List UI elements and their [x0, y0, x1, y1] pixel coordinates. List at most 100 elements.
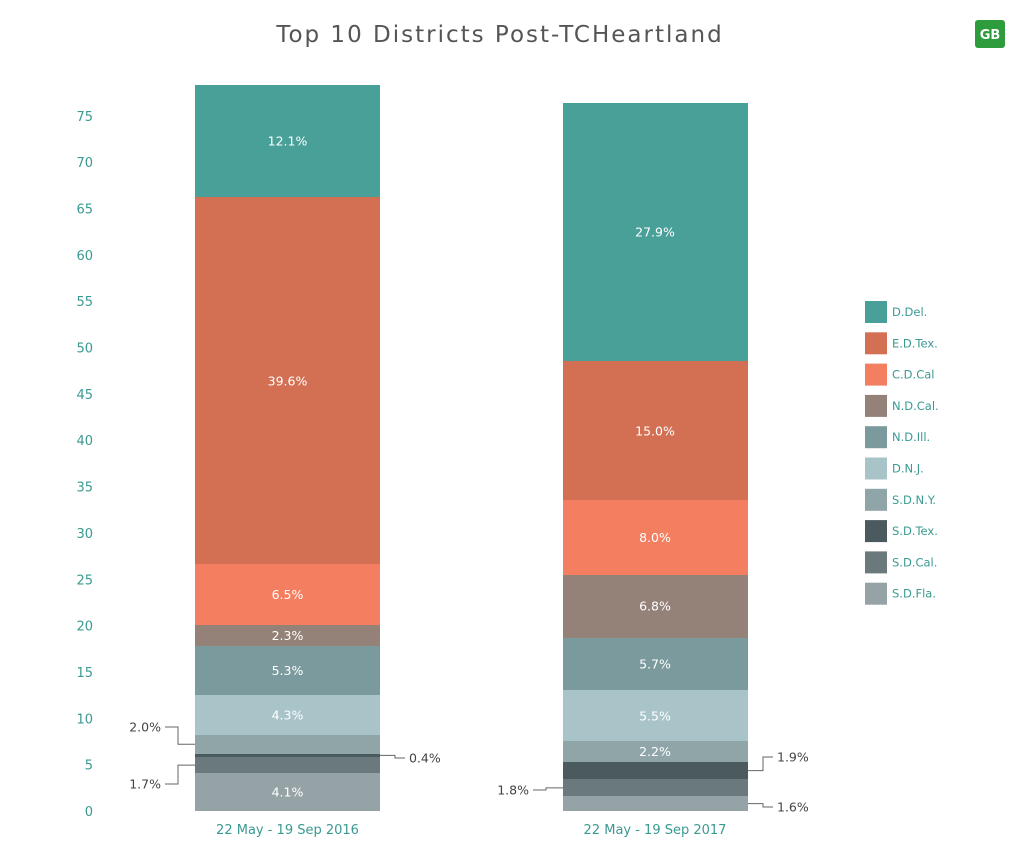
data-label-external: 1.6%: [777, 800, 809, 815]
x-tick-label: 22 May - 19 Sep 2016: [216, 823, 359, 838]
legend-item[interactable]: D.N.J.: [865, 457, 924, 480]
leader-line: [748, 756, 773, 772]
bar-segment: [195, 564, 380, 625]
legend-swatch: [865, 332, 887, 355]
y-tick-label: 65: [76, 202, 93, 217]
legend-label: D.Del.: [892, 305, 927, 319]
bar-segment: [195, 695, 380, 735]
bar-segment: [563, 779, 748, 796]
y-tick-label: 5: [85, 759, 93, 774]
leader-line: [380, 754, 405, 759]
gb-logo-icon: GB: [975, 20, 1005, 48]
data-label-external: 0.4%: [409, 751, 441, 766]
legend-label: E.D.Tex.: [892, 336, 938, 350]
y-tick-label: 15: [76, 666, 93, 681]
data-label: 5.7%: [639, 657, 671, 672]
data-label: 4.3%: [272, 708, 304, 723]
leader-line: [165, 764, 195, 785]
data-label-external: 1.9%: [777, 750, 809, 765]
legend-label: D.N.J.: [892, 462, 924, 476]
bar-segment: [563, 741, 748, 762]
data-label-external: 1.8%: [497, 783, 529, 798]
data-label: 27.9%: [635, 225, 675, 240]
bar-segment: [563, 575, 748, 638]
x-axis: 22 May - 19 Sep 2016 22 May - 19 Sep 2017: [216, 823, 726, 838]
y-tick-label: 55: [76, 295, 93, 310]
legend-label: N.D.Ill.: [892, 430, 930, 444]
y-tick-label: 45: [76, 388, 93, 403]
legend-label: C.D.Cal: [892, 368, 934, 382]
data-label: 12.1%: [268, 134, 308, 149]
legend-swatch: [865, 582, 887, 605]
legend-swatch: [865, 394, 887, 417]
legend-item[interactable]: S.D.Fla.: [865, 582, 936, 605]
data-label: 39.6%: [268, 373, 308, 388]
gb-logo-background: [975, 20, 1005, 48]
legend-label: S.D.N.Y.: [892, 493, 936, 507]
data-label: 6.8%: [639, 599, 671, 614]
data-label: 2.3%: [272, 628, 304, 643]
bar-segment: [195, 757, 380, 773]
leader-line: [533, 787, 563, 791]
data-label: 4.1%: [272, 784, 304, 799]
data-label: 5.5%: [639, 708, 671, 723]
legend-swatch: [865, 363, 887, 386]
data-label: 5.3%: [272, 663, 304, 678]
legend-item[interactable]: N.D.Cal.: [865, 394, 939, 417]
y-tick-label: 70: [76, 156, 93, 171]
data-label-external: 1.7%: [129, 777, 161, 792]
legend-item[interactable]: S.D.Tex.: [865, 520, 938, 543]
bar-segment: [195, 646, 380, 695]
data-label: 6.5%: [272, 587, 304, 602]
legend-item[interactable]: E.D.Tex.: [865, 332, 938, 355]
y-tick-label: 75: [76, 110, 93, 125]
data-label: 8.0%: [639, 530, 671, 545]
legend-item[interactable]: N.D.Ill.: [865, 426, 930, 449]
y-tick-label: 20: [76, 620, 93, 635]
y-tick-label: 30: [76, 527, 93, 542]
bar-segment: [195, 754, 380, 757]
gb-logo-text: GB: [980, 28, 1001, 43]
legend-swatch: [865, 488, 887, 511]
data-label: 15.0%: [635, 423, 675, 438]
legend: D.Del. E.D.Tex. C.D.Cal N.D.Cal. N.D.Ill. D.N…: [865, 301, 939, 605]
leader-line: [748, 803, 773, 808]
legend-swatch: [865, 520, 887, 543]
legend-item[interactable]: D.Del.: [865, 301, 927, 323]
legend-label: N.D.Cal.: [892, 399, 939, 413]
legend-swatch: [865, 551, 887, 574]
y-tick-label: 60: [76, 249, 93, 264]
bar-segment: [563, 796, 748, 811]
y-axis: 0 5 10 15 20 25 30 35 40 45 50 55 60 65 70 75: [76, 110, 93, 820]
legend-item[interactable]: S.D.Cal.: [865, 551, 937, 574]
bar-segment: [195, 197, 380, 564]
legend-label: S.D.Fla.: [892, 587, 936, 601]
legend-swatch: [865, 457, 887, 480]
bars: 4.1% 4.3% 5.3% 2.3% 6.5% 39.6% 12.1% 2.2% 5.5% 5.…: [129, 85, 809, 815]
legend-swatch: [865, 426, 887, 449]
bar-segment: [563, 762, 748, 779]
bar-segment: [563, 500, 748, 575]
legend-label: S.D.Cal.: [892, 555, 937, 569]
bar-segment: [563, 103, 748, 361]
x-tick-label: 22 May - 19 Sep 2017: [584, 823, 727, 838]
bar-segment: [195, 735, 380, 754]
bar-segment: [195, 625, 380, 646]
data-label-external: 2.0%: [129, 720, 161, 735]
bar-segment: [563, 690, 748, 741]
chart-title: Top 10 Districts Post-TCHeartland: [275, 22, 723, 48]
y-tick-label: 40: [76, 434, 93, 449]
y-tick-label: 35: [76, 481, 93, 496]
y-tick-label: 50: [76, 342, 93, 357]
bar-segment: [563, 361, 748, 500]
data-label: 2.2%: [639, 744, 671, 759]
bar-segment: [563, 638, 748, 690]
legend-label: S.D.Tex.: [892, 524, 938, 538]
bar-segment: [195, 773, 380, 811]
legend-item[interactable]: C.D.Cal: [865, 363, 934, 386]
bar-segment: [195, 85, 380, 197]
y-tick-label: 10: [76, 712, 93, 727]
legend-item[interactable]: S.D.N.Y.: [865, 488, 936, 511]
y-tick-label: 25: [76, 573, 93, 588]
